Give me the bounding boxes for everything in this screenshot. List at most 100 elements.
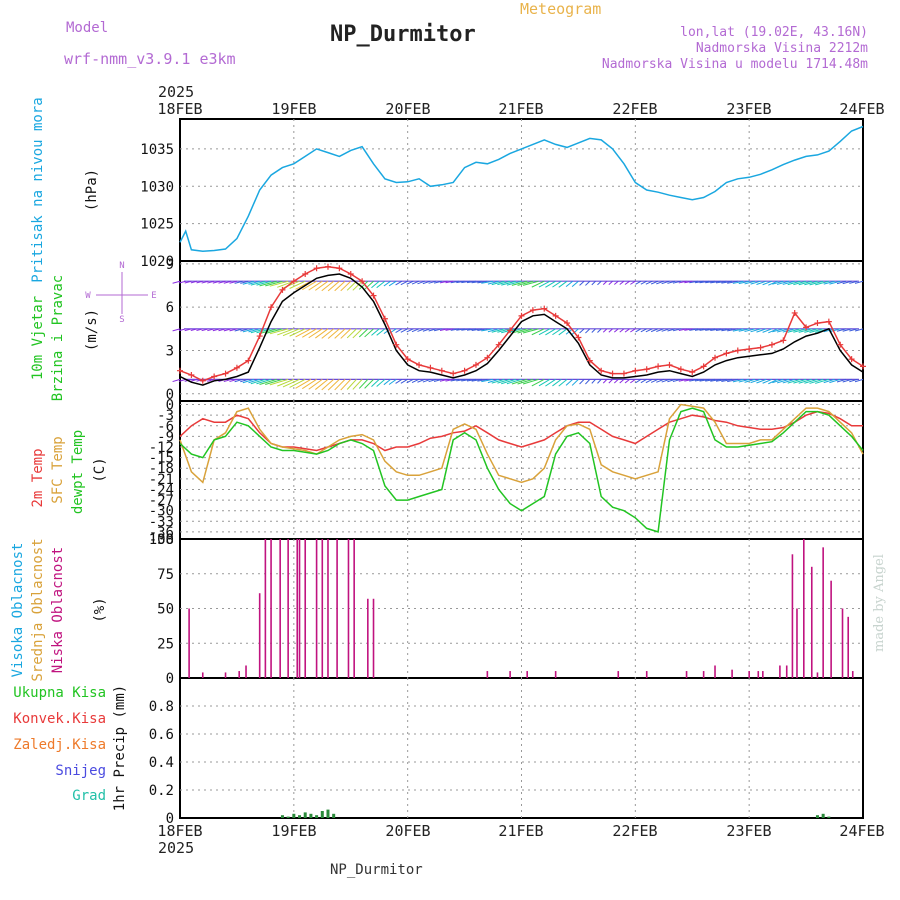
wind-band-1-arrow	[497, 378, 511, 384]
wind-band-1-arrow	[383, 378, 391, 386]
wind-band-3-arrow	[172, 280, 181, 284]
wind-band-2-arrow	[207, 328, 215, 332]
wind-band-2-arrow	[321, 328, 334, 339]
wind-band-1-arrow	[334, 379, 346, 391]
clouds-bar	[714, 665, 716, 678]
wind-band-2-arrow	[406, 328, 414, 333]
wind-band-3-arrow	[506, 280, 522, 286]
wind-gust-marker	[393, 341, 400, 348]
wind-band-2-arrow	[282, 328, 300, 337]
wind-band-1-arrow	[694, 378, 704, 382]
top-time-ticks: 18FEB 19FEB 20FEB 21FEB 22FEB 23FEB 24FE…	[157, 100, 884, 118]
wind-band-2-arrow	[750, 328, 761, 333]
wind-gust-marker	[256, 333, 263, 340]
wind-band-2-arrow	[772, 328, 784, 333]
wind-band-3-arrow	[196, 280, 203, 284]
clouds-ytick-3: 75	[157, 567, 174, 583]
wind-band-3-arrow	[842, 280, 852, 285]
wind-band-2-arrow	[417, 328, 425, 332]
clouds-bar	[298, 539, 301, 678]
year-label-bottom: 2025	[158, 839, 194, 857]
wind-band-1-arrow	[836, 378, 847, 383]
bottom-time-ticks: 18FEB 19FEB 20FEB 21FEB 22FEB 23FEB 24FE…	[157, 822, 884, 840]
clouds-bar	[796, 608, 798, 678]
precip-ytick-2: 0.4	[149, 755, 174, 771]
precip-ytick-1: 0.2	[149, 783, 174, 799]
wind-gust-marker	[609, 370, 616, 377]
wind-band-3-arrow	[190, 280, 198, 284]
wind-band-1-arrow	[522, 378, 539, 385]
wind-band-1-arrow	[327, 378, 340, 391]
clouds-bar	[762, 671, 764, 678]
wind-band-2-arrow	[699, 328, 710, 331]
tick-top-20feb: 20FEB	[385, 100, 430, 118]
wind-band-3-arrow	[308, 280, 323, 291]
clouds-bar	[486, 671, 489, 678]
wind-band-1-arrow	[190, 378, 198, 382]
footer-title: NP_Durmitor	[330, 862, 423, 878]
pressure-ytick-3: 1035	[140, 142, 174, 158]
wind-gust-marker	[484, 354, 491, 361]
clouds-bar	[245, 665, 247, 678]
pressure-ytick-1: 1025	[140, 217, 174, 233]
compass-w-label: W	[85, 291, 91, 301]
wind-band-3-arrow	[531, 280, 545, 288]
wind-band-1-arrow	[854, 378, 864, 383]
wind-band-2-arrow	[672, 328, 681, 332]
wind-gust-marker	[825, 318, 832, 325]
wind-band-2-arrow	[439, 328, 448, 332]
clouds-bar	[822, 547, 824, 678]
wind-band-3-arrow	[471, 280, 482, 284]
year-label-top: 2025	[158, 83, 194, 101]
clouds-bar	[336, 539, 338, 678]
wind-band-2-arrow	[240, 328, 249, 332]
wind-band-1-arrow	[223, 378, 232, 383]
wind-band-1-arrow	[358, 379, 369, 389]
wind-band-3-arrow	[689, 280, 699, 284]
wind-band-3-arrow	[321, 280, 334, 292]
clouds-bar	[353, 539, 355, 678]
temperature-ytick-0: 0	[166, 398, 174, 414]
wind-band-2-arrow	[364, 328, 374, 338]
wind-band-1-arrow	[585, 379, 591, 385]
wind-band-3-arrow	[201, 280, 209, 284]
wind-band-3-arrow	[672, 280, 681, 284]
precip-ytick-4: 0.8	[149, 699, 174, 715]
wind-band-1-arrow	[787, 378, 801, 384]
wind-band-1-arrow	[461, 378, 471, 382]
temperature-ytick-11: -33	[149, 514, 174, 530]
wind-band-2-arrow	[762, 328, 773, 333]
wind-band-3-arrow	[836, 280, 847, 285]
wind-band-3-arrow	[809, 280, 824, 286]
wind-band-2-arrow	[854, 328, 864, 332]
wind-band-3-arrow	[565, 280, 574, 287]
wind-band-2-arrow	[340, 328, 352, 339]
legend-grad: Grad	[72, 788, 106, 804]
tick-bottom-20feb: 20FEB	[385, 822, 430, 840]
wind-band-2-arrow	[656, 328, 664, 332]
wind-gust-marker	[472, 361, 479, 368]
wind-band-3-arrow	[433, 280, 442, 284]
wind-band-2-arrow	[689, 328, 699, 331]
wind-band-2-arrow	[678, 328, 687, 332]
wind-band-1-arrow	[571, 378, 579, 386]
wind-band-3-arrow	[242, 280, 255, 285]
model-altitude-text: Nadmorska Visina u modelu 1714.48m	[601, 57, 868, 72]
clouds-bar	[554, 671, 557, 678]
wind-band-2-arrow	[289, 328, 306, 337]
legend-konvek-kisa: Konvek.Kisa	[13, 711, 106, 727]
wind-band-1-arrow	[602, 379, 608, 384]
wind-band-3-arrow	[787, 280, 801, 286]
wind-band-3-arrow	[491, 280, 505, 286]
wind-band-3-arrow	[815, 280, 829, 286]
precip-bar	[298, 815, 302, 818]
wind-ytick-2: 6	[166, 300, 174, 316]
wind-band-3-arrow	[346, 280, 357, 291]
wind-gust-marker	[643, 366, 650, 373]
wind-band-3-arrow	[635, 280, 642, 285]
wind-gust-marker	[689, 369, 696, 376]
clouds-bar	[347, 539, 350, 678]
precip-ylabel: 1hr Precip (mm)	[112, 685, 128, 811]
wind-gust-marker	[359, 278, 366, 285]
wind-band-1-arrow	[229, 378, 238, 383]
